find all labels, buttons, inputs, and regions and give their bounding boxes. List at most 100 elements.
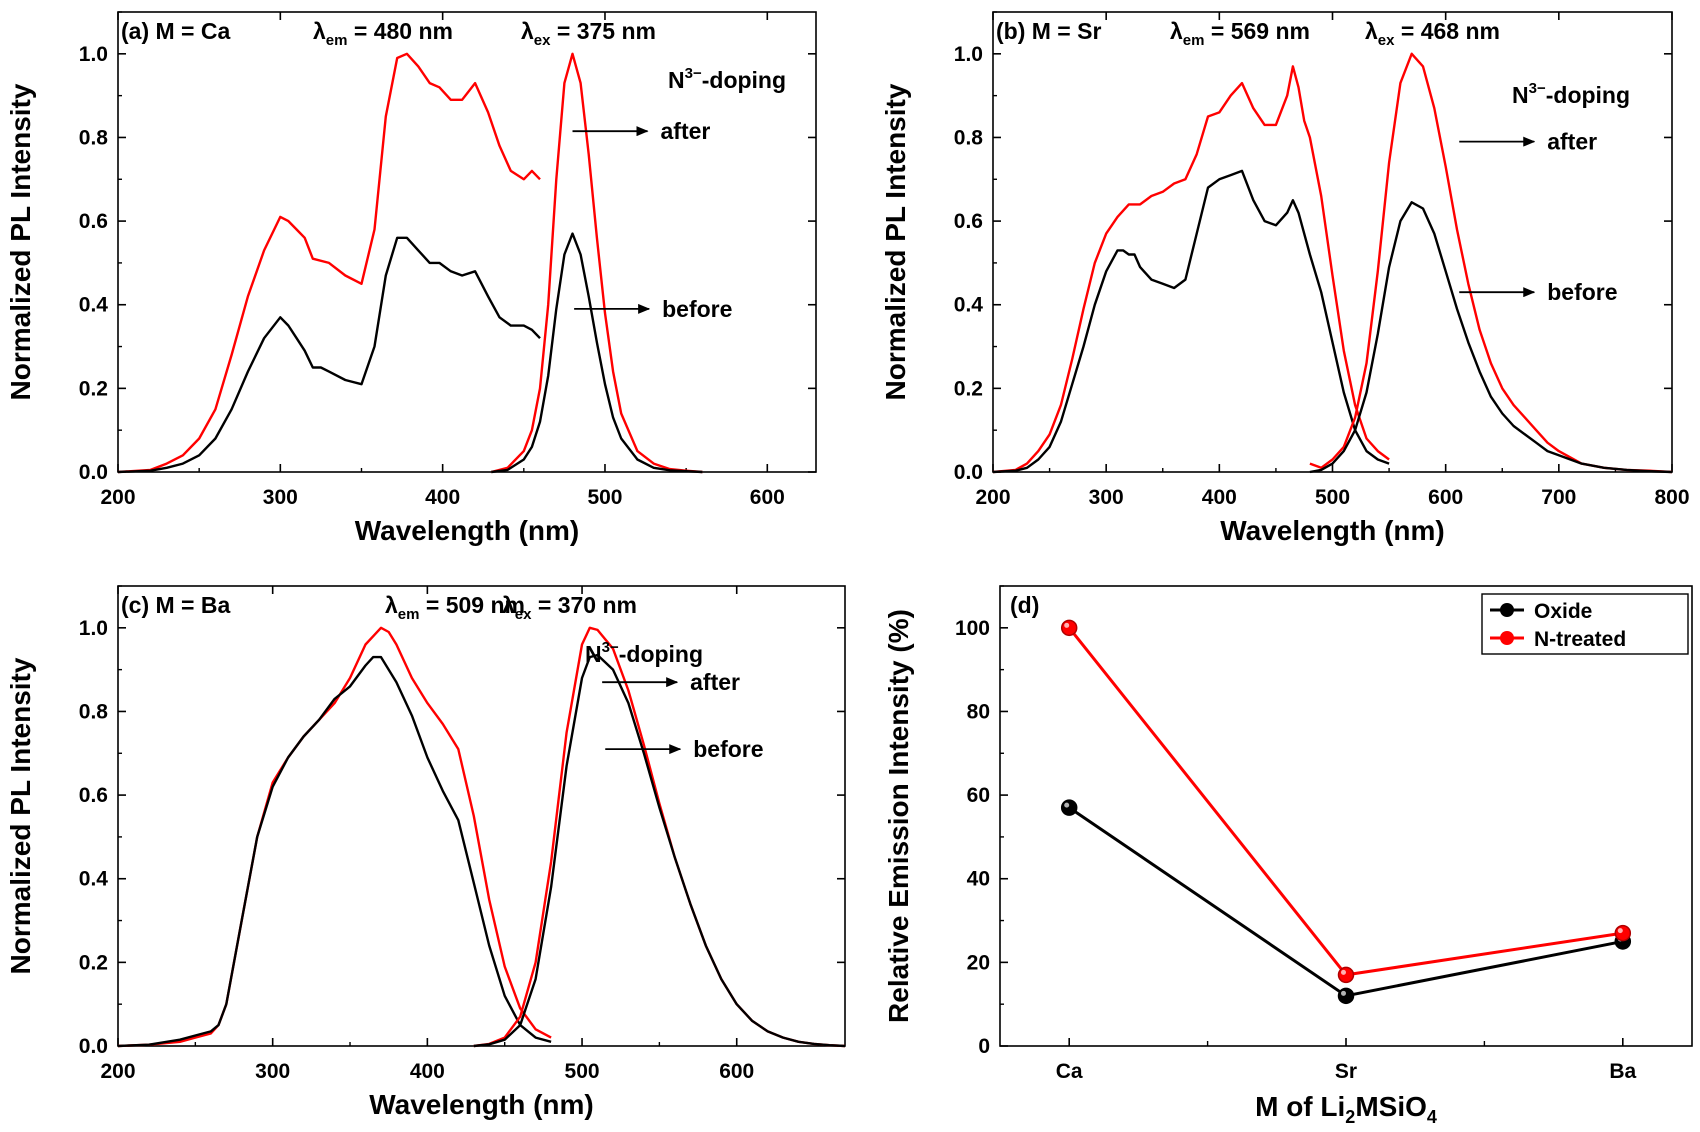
lambda-subscript: em: [398, 606, 420, 623]
lambda-ex-value: = 370 nm: [531, 592, 636, 618]
x-label-subscript: 2: [1345, 1107, 1355, 1127]
series-before-emission-line: [1309, 201, 1673, 474]
lambda-ex-value: = 375 nm: [550, 18, 655, 44]
plot-frame: [117, 11, 817, 473]
lambda-symbol: λ: [1170, 18, 1183, 44]
x-tick-label: 400: [410, 1060, 445, 1083]
x-tick-label: 300: [263, 486, 298, 509]
x-label-part: M of Li: [1255, 1091, 1345, 1122]
y-tick-label: 0.0: [79, 461, 108, 484]
series-before-excitation-line: [117, 236, 541, 474]
panel-label: (d): [1010, 592, 1039, 618]
lambda-subscript: ex: [515, 606, 532, 623]
y-tick-label: 0: [978, 1035, 990, 1058]
y-tick-label: 0.6: [79, 784, 108, 807]
x-tick-label: 400: [1202, 486, 1237, 509]
panel-b-chart: 200 300 400 500 600 700 800 0.0 0.2 0.4 0.6 0.8 1.0 W…: [880, 11, 1690, 546]
series-N-treated-line: [1068, 626, 1624, 977]
doping-text: -doping: [1546, 82, 1630, 108]
x-tick-label: 300: [255, 1060, 290, 1083]
x-tick-label: 800: [1654, 486, 1689, 509]
lambda-subscript: ex: [1378, 32, 1395, 49]
arrow-after-label: after: [661, 118, 711, 144]
arrow-after-label: after: [690, 669, 740, 695]
lambda-em-annotation: λem = 569 nm: [1170, 18, 1310, 49]
x-tick-label: Ba: [1609, 1060, 1636, 1083]
panel-label: (b) M = Sr: [996, 18, 1101, 44]
x-axis-label: Wavelength (nm): [1220, 515, 1445, 546]
x-tick-label: Sr: [1335, 1060, 1357, 1083]
panel-d-chart: Ca Sr Ba 0 20 40 60 80 100 M of Li2MSiO4 Relative …: [883, 585, 1693, 1127]
y-tick-label: 0.0: [954, 461, 983, 484]
x-tick-label: 600: [750, 486, 785, 509]
lambda-ex-annotation: λex = 370 nm: [502, 592, 637, 623]
series-Oxide-point: [1337, 987, 1355, 1005]
lambda-em-value: = 480 nm: [347, 18, 452, 44]
y-tick-label: 1.0: [79, 617, 108, 640]
doping-text: -doping: [702, 67, 786, 93]
lambda-ex-annotation: λex = 468 nm: [1365, 18, 1500, 49]
doping-label: N3−-doping: [1512, 80, 1630, 108]
x-tick-label: 500: [587, 486, 622, 509]
doping-label: N3−-doping: [668, 65, 786, 93]
legend-N-treated-label: N-treated: [1534, 628, 1626, 651]
y-axis-label: Normalized PL Intensity: [880, 83, 911, 400]
panel-a-chart: 200 300 400 500 600 0.0 0.2 0.4 0.6 0.8 1.0 Wavelen…: [5, 11, 817, 546]
x-tick-label: 300: [1089, 486, 1124, 509]
lambda-symbol: λ: [313, 18, 326, 44]
lambda-subscript: ex: [534, 32, 551, 49]
series-before-emission-line: [473, 653, 846, 1048]
y-tick-label: 0.0: [79, 1035, 108, 1058]
arrow-before-label: before: [693, 736, 763, 762]
point-highlight: [1341, 969, 1346, 975]
series-before-excitation-line: [992, 169, 1390, 474]
y-tick-label: 0.2: [79, 377, 108, 400]
lambda-symbol: λ: [521, 18, 534, 44]
legend-box: [1481, 593, 1689, 655]
series-before-excitation-line: [117, 655, 552, 1048]
y-tick-label: 0.2: [954, 377, 983, 400]
x-tick-label: 200: [100, 486, 135, 509]
x-tick-label: 500: [565, 1060, 600, 1083]
point-highlight: [1341, 990, 1346, 996]
lambda-em-annotation: λem = 480 nm: [313, 18, 453, 49]
y-axis-label: Relative Emission Intensity (%): [883, 609, 914, 1023]
doping-ion: N: [1512, 82, 1529, 108]
lambda-symbol: λ: [385, 592, 398, 618]
lambda-symbol: λ: [502, 592, 515, 618]
lambda-em-annotation: λem = 509 nm: [385, 592, 525, 623]
x-tick-label: 200: [975, 486, 1010, 509]
y-tick-label: 60: [967, 784, 990, 807]
x-label-part: MSiO: [1355, 1091, 1427, 1122]
x-tick-label: Ca: [1056, 1060, 1083, 1083]
series-after-excitation-line: [992, 65, 1390, 474]
doping-superscript: 3−: [1529, 80, 1546, 97]
doping-ion: N: [585, 641, 602, 667]
point-highlight: [1617, 928, 1623, 934]
y-tick-label: 0.6: [954, 210, 983, 233]
y-tick-label: 0.8: [79, 126, 109, 149]
x-label-subscript: 4: [1427, 1107, 1437, 1127]
lambda-ex-value: = 468 nm: [1394, 18, 1499, 44]
arrow-after-label: after: [1547, 129, 1597, 155]
x-axis-label: Wavelength (nm): [369, 1089, 594, 1120]
y-tick-label: 40: [967, 868, 990, 891]
y-tick-label: 0.2: [79, 951, 108, 974]
y-tick-label: 0.8: [79, 700, 109, 723]
y-axis-label: Normalized PL Intensity: [5, 83, 36, 400]
lambda-ex-annotation: λex = 375 nm: [521, 18, 656, 49]
plot-frame: [117, 585, 846, 1047]
series-after-emission-line: [491, 52, 703, 474]
point-highlight: [1064, 622, 1070, 628]
doping-superscript: 3−: [685, 65, 702, 82]
legend-Oxide-swatch-marker: [1500, 603, 1514, 617]
series-Oxide-point: [1060, 799, 1078, 816]
series-N-treated-point: [1337, 966, 1355, 984]
x-axis-label: M of Li2MSiO4: [1255, 1091, 1437, 1127]
lambda-em-value: = 509 nm: [419, 592, 524, 618]
x-tick-label: 700: [1541, 486, 1576, 509]
series-before-emission-line: [491, 232, 703, 474]
arrow-before-label: before: [662, 296, 732, 322]
x-axis-label: Wavelength (nm): [355, 515, 580, 546]
